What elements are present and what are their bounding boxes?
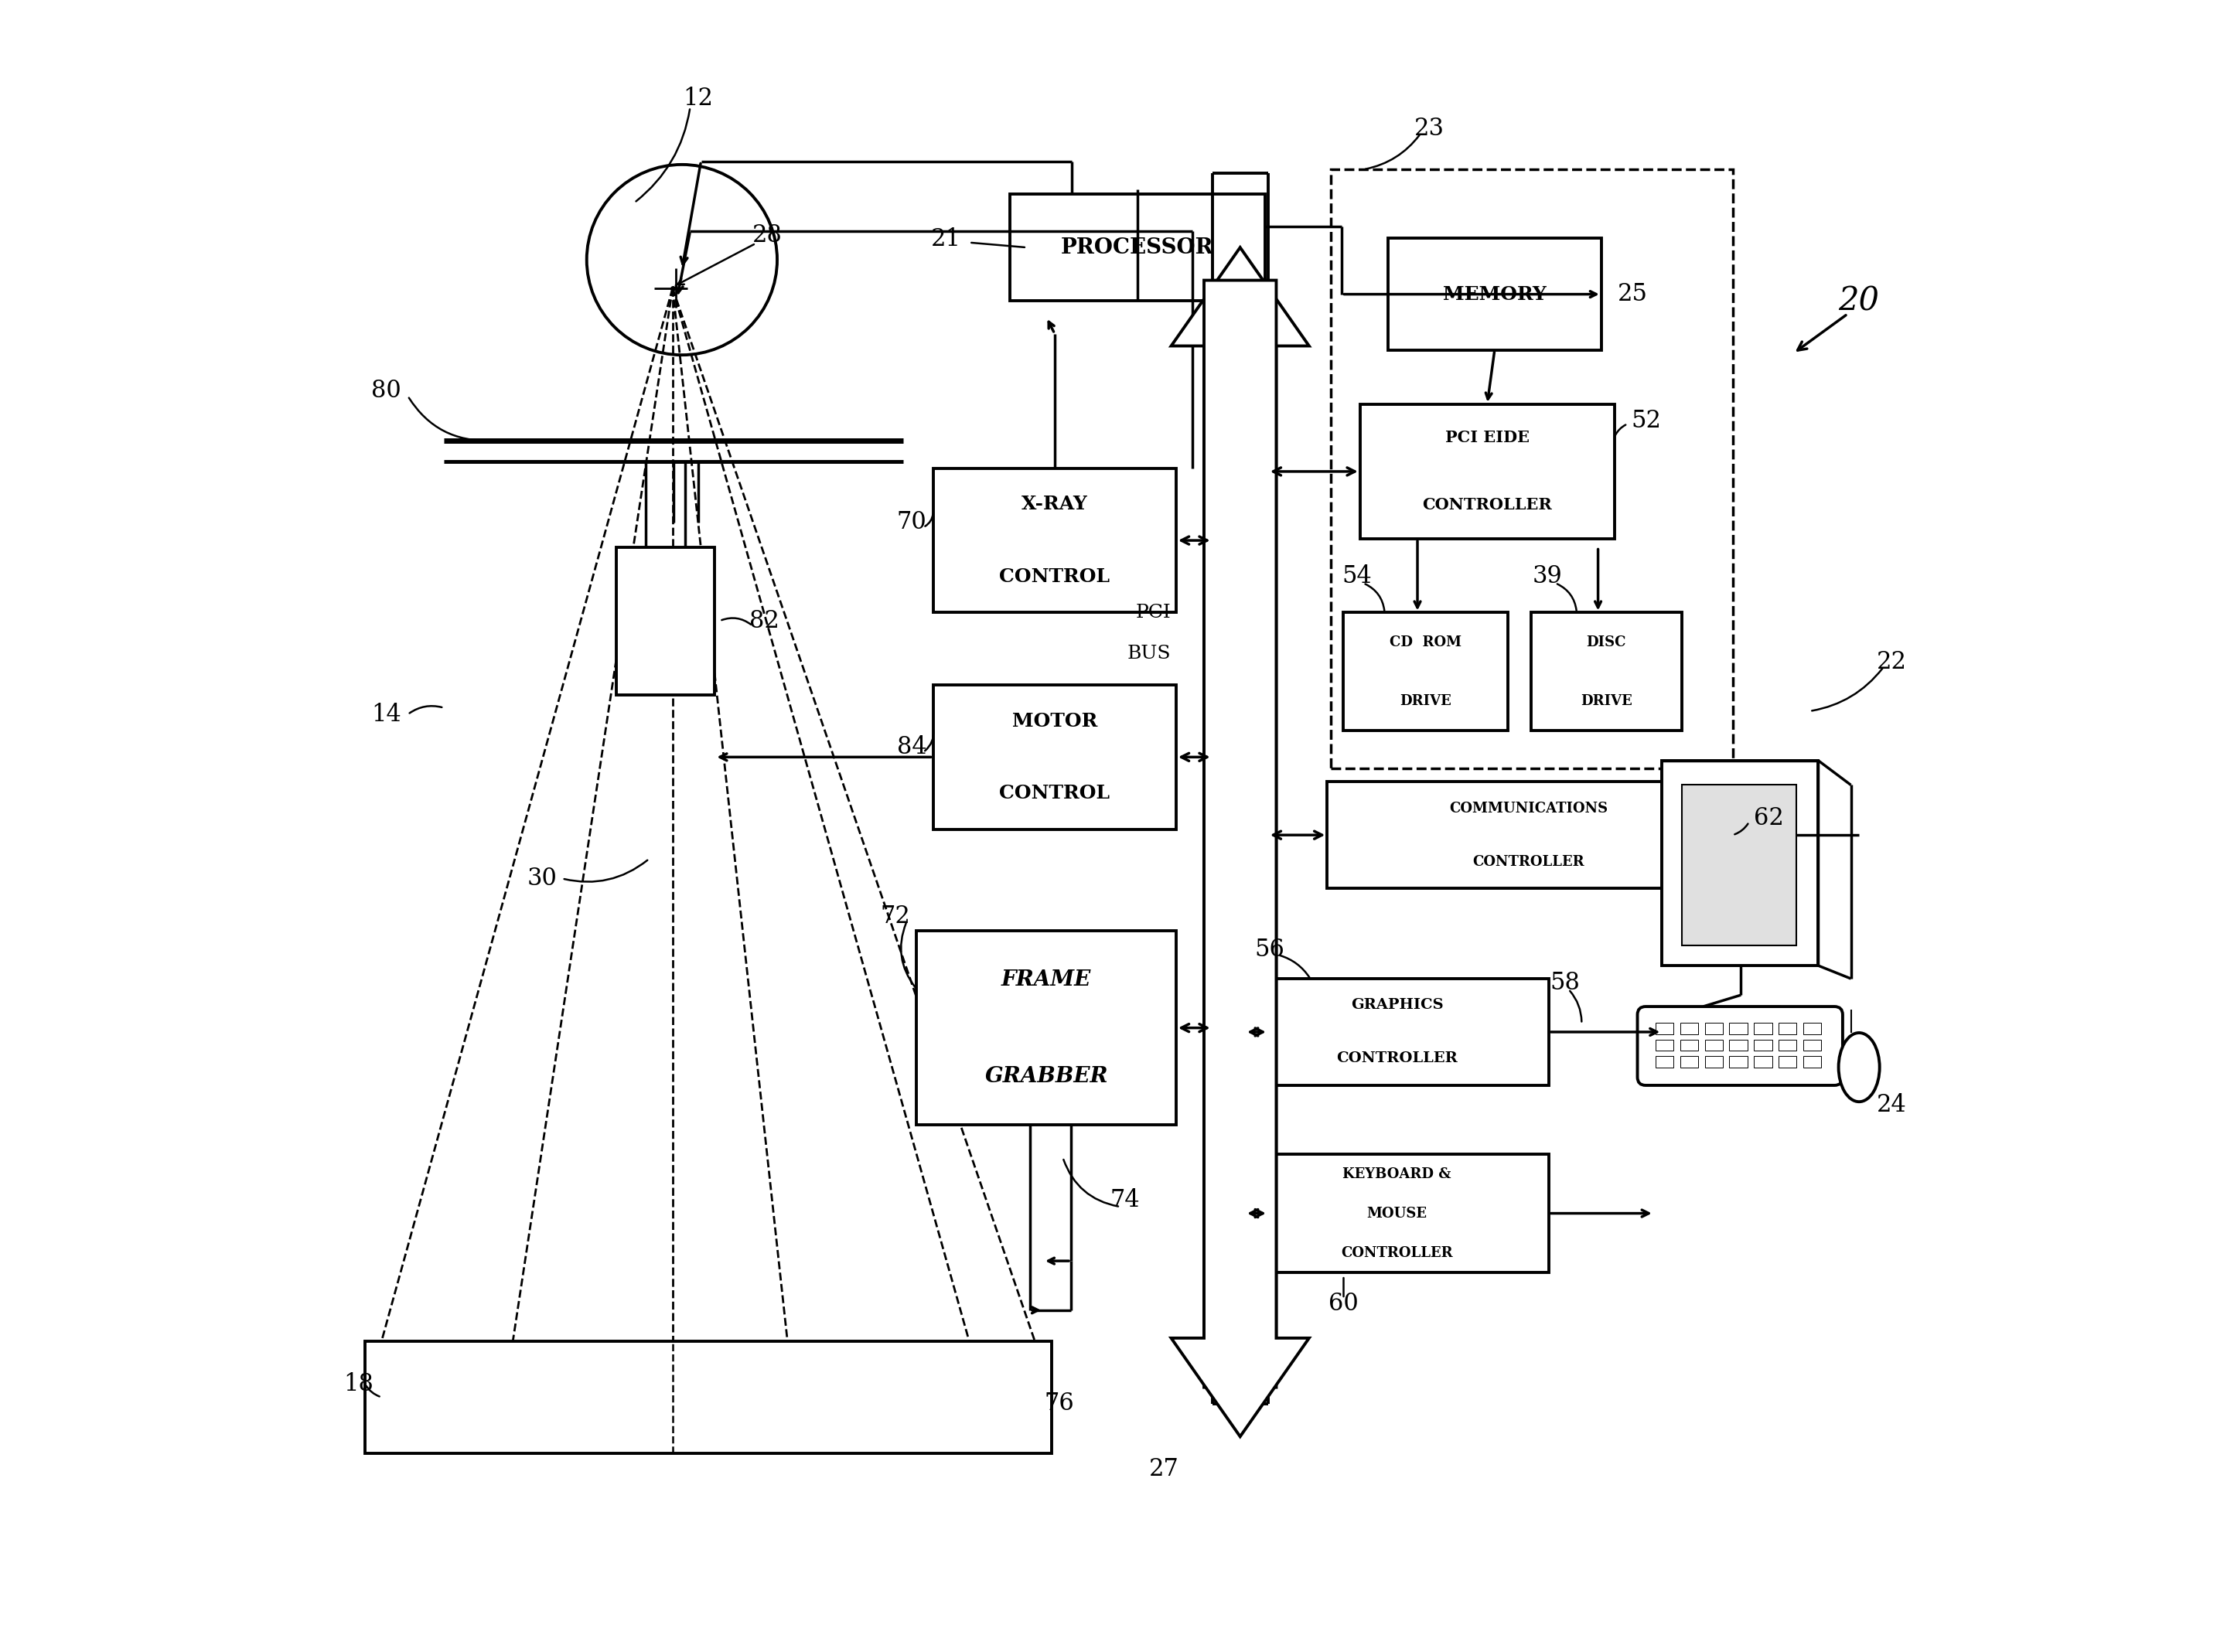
Bar [1655,1039,1673,1051]
Text: CD  ROM: CD ROM [1390,636,1461,649]
Text: 56: 56 [1256,938,1285,961]
Bar [1754,1056,1772,1067]
Bar [1754,1023,1772,1034]
Text: 60: 60 [1329,1292,1358,1315]
Text: MOUSE: MOUSE [1367,1206,1428,1221]
Text: CONTROLLER: CONTROLLER [1336,1052,1457,1066]
FancyArrow shape [1171,248,1309,1388]
Text: 76: 76 [1046,1391,1075,1416]
Bar [1705,1023,1722,1034]
Bar [1705,1039,1722,1051]
Text: 54: 54 [1343,565,1372,588]
Bar [1803,1056,1821,1067]
Bar [1331,170,1734,768]
Text: 58: 58 [1550,971,1579,995]
Text: CONTROLLER: CONTROLLER [1472,854,1584,869]
Text: COMMUNICATIONS: COMMUNICATIONS [1450,801,1608,816]
Ellipse shape [1839,1032,1879,1102]
Bar [1662,760,1818,965]
Bar [1680,1039,1698,1051]
Text: FRAME: FRAME [1001,970,1092,990]
Text: 74: 74 [1110,1188,1139,1213]
Text: 62: 62 [1754,806,1785,831]
Text: 18: 18 [344,1373,373,1396]
Text: 12: 12 [684,88,713,111]
Bar [1754,1039,1772,1051]
Text: DRIVE: DRIVE [1401,694,1452,709]
Text: 22: 22 [1877,649,1908,674]
Bar [1803,1039,1821,1051]
Text: 20: 20 [1839,284,1879,317]
Text: PROCESSOR: PROCESSOR [1061,236,1213,258]
Bar [1530,613,1682,730]
FancyBboxPatch shape [1638,1006,1843,1085]
Bar [934,686,1175,829]
Text: X-RAY: X-RAY [1021,496,1088,514]
Text: DISC: DISC [1586,636,1626,649]
Text: 82: 82 [748,610,780,633]
Bar [617,547,715,695]
Text: CONTROL: CONTROL [999,567,1110,586]
Text: 24: 24 [1877,1094,1908,1117]
Bar [1682,785,1796,947]
Bar [1778,1039,1796,1051]
Text: 39: 39 [1533,565,1562,588]
Text: MOTOR: MOTOR [1012,712,1097,730]
Text: 70: 70 [896,510,927,534]
Bar [1705,1056,1722,1067]
Text: DRIVE: DRIVE [1579,694,1633,709]
Text: GRAPHICS: GRAPHICS [1352,998,1443,1013]
Bar [1729,1039,1747,1051]
Bar [1778,1023,1796,1034]
Text: GRABBER: GRABBER [985,1066,1108,1087]
Bar [1327,781,1729,889]
Text: 14: 14 [371,702,402,727]
Bar [364,1341,1052,1454]
Bar [1655,1023,1673,1034]
Bar [1361,405,1615,539]
Text: PCI EIDE: PCI EIDE [1445,430,1530,446]
Bar [1803,1023,1821,1034]
Bar [1729,1056,1747,1067]
Bar [1343,613,1508,730]
Bar [1680,1023,1698,1034]
Bar [916,932,1175,1125]
Text: 30: 30 [527,867,558,890]
Text: 21: 21 [932,228,961,251]
Text: 23: 23 [1414,117,1443,140]
Text: 52: 52 [1631,408,1662,433]
Bar [1778,1056,1796,1067]
Bar [1680,1056,1698,1067]
Text: CONTROL: CONTROL [999,785,1110,803]
Text: MEMORY: MEMORY [1443,284,1546,304]
FancyArrow shape [1171,248,1309,1388]
Bar [1655,1056,1673,1067]
Bar [1729,1023,1747,1034]
Bar [1010,195,1264,301]
Text: CONTROLLER: CONTROLLER [1423,497,1553,512]
Text: CONTROLLER: CONTROLLER [1340,1246,1452,1260]
Text: 27: 27 [1148,1457,1180,1482]
Bar [1244,1155,1548,1272]
Text: KEYBOARD &: KEYBOARD & [1343,1166,1452,1181]
Bar [1244,978,1548,1085]
Text: BUS: BUS [1128,644,1171,662]
FancyArrow shape [1171,281,1309,1437]
Text: 80: 80 [371,378,402,403]
Bar [934,468,1175,613]
Text: 28: 28 [753,223,782,248]
Text: 25: 25 [1617,282,1649,306]
Text: 84: 84 [896,735,927,760]
Text: 72: 72 [880,904,911,928]
Text: PCI: PCI [1135,603,1171,621]
Bar [1387,238,1602,350]
